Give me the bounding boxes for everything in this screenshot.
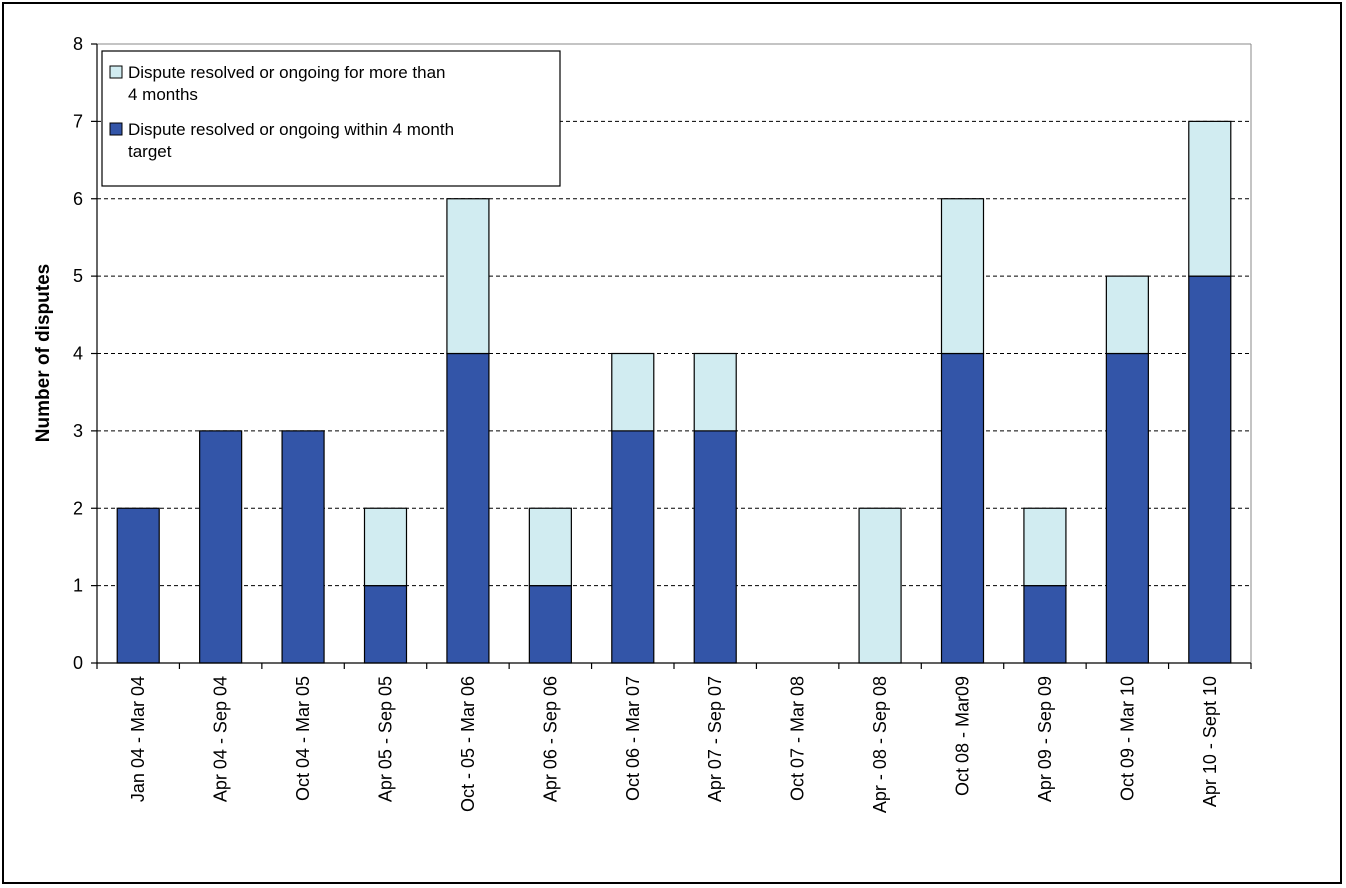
bar-over-target bbox=[446, 198, 490, 355]
stacked-bar-chart: 0 1 2 3 4 5 6 7 8 Jan 04 - Mar 04 Apr 04 - Sep 04 O… bbox=[33, 34, 1252, 813]
bar-within-target bbox=[116, 507, 160, 664]
y-tick-label: 7 bbox=[73, 111, 83, 131]
legend-label: Dispute resolved or ongoing within 4 mon… bbox=[128, 120, 454, 139]
y-tick-label: 2 bbox=[73, 498, 83, 518]
y-tick-label: 4 bbox=[73, 344, 83, 364]
x-tick-label: Apr 05 - Sep 05 bbox=[376, 676, 396, 802]
bar-within-target bbox=[1105, 352, 1149, 664]
bar-within-target bbox=[940, 352, 985, 664]
y-tick-label: 5 bbox=[73, 266, 83, 286]
x-tick-label: Oct 08 - Mar09 bbox=[953, 676, 973, 796]
bar-within-target bbox=[611, 430, 655, 664]
legend-label: 4 months bbox=[128, 85, 198, 104]
y-tick-label: 3 bbox=[73, 421, 83, 441]
x-tick-label: Oct - 05 - Mar 06 bbox=[458, 676, 478, 812]
x-tick-label: Apr 07 - Sep 07 bbox=[705, 676, 725, 802]
bar-over-target bbox=[1105, 275, 1149, 355]
bar-within-target bbox=[281, 430, 325, 664]
bar-within-target bbox=[199, 430, 243, 664]
x-tick-label: Apr 06 - Sep 06 bbox=[540, 676, 560, 802]
x-tick-label: Oct 07 - Mar 08 bbox=[788, 676, 808, 801]
bar-over-target bbox=[611, 352, 655, 432]
bar-over-target bbox=[940, 198, 985, 355]
bar-within-target bbox=[528, 585, 572, 664]
bar-within-target bbox=[1188, 275, 1232, 664]
x-tick-label: Jan 04 - Mar 04 bbox=[128, 676, 148, 802]
y-axis-title: Number of disputes bbox=[33, 264, 54, 442]
x-tick-label: Apr 04 - Sep 04 bbox=[211, 676, 231, 802]
legend-label: target bbox=[128, 142, 172, 161]
y-tick-label: 1 bbox=[73, 576, 83, 596]
bar-over-target bbox=[1023, 507, 1067, 587]
bar-within-target bbox=[446, 352, 490, 664]
bar-within-target bbox=[693, 430, 737, 664]
x-tick-label: Oct 06 - Mar 07 bbox=[623, 676, 643, 801]
bar-over-target bbox=[528, 507, 572, 587]
x-tick-label: Apr - 08 - Sep 08 bbox=[870, 676, 890, 813]
bar-within-target bbox=[363, 585, 408, 664]
bar-over-target bbox=[858, 507, 902, 664]
y-tick-label: 6 bbox=[73, 189, 83, 209]
y-tick-label: 0 bbox=[73, 653, 83, 673]
y-tick-label: 8 bbox=[73, 34, 83, 54]
x-tick-label: Apr 09 - Sep 09 bbox=[1035, 676, 1055, 802]
legend-label: Dispute resolved or ongoing for more tha… bbox=[128, 63, 446, 82]
legend-swatch bbox=[109, 122, 123, 136]
x-tick-label: Oct 04 - Mar 05 bbox=[293, 676, 313, 801]
bar-over-target bbox=[363, 507, 408, 587]
legend-swatch bbox=[109, 65, 123, 79]
bar-over-target bbox=[1188, 120, 1232, 277]
bar-over-target bbox=[693, 352, 737, 432]
x-tick-label: Oct 09 - Mar 10 bbox=[1117, 676, 1137, 801]
bar-within-target bbox=[1023, 585, 1067, 664]
legend-box bbox=[101, 50, 561, 187]
x-tick-label: Apr 10 - Sept 10 bbox=[1200, 676, 1220, 807]
